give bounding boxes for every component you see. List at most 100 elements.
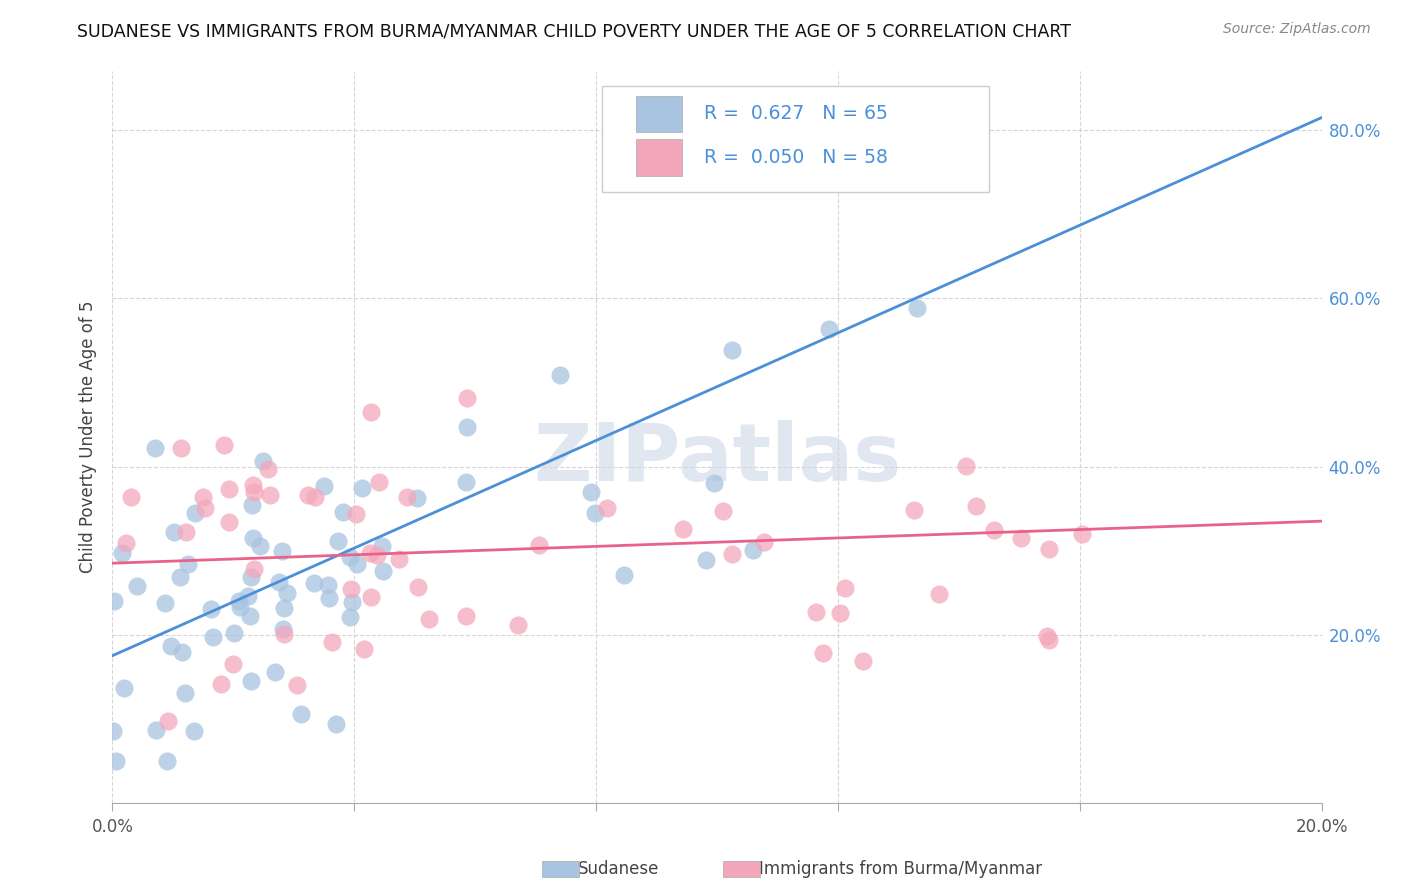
Point: [236, 589, 259, 603]
Point: [346, 557, 368, 571]
Point: [273, 627, 295, 641]
Point: [955, 459, 977, 474]
Point: [316, 578, 339, 592]
Point: [104, 754, 127, 768]
Point: [321, 635, 343, 649]
Point: [817, 322, 839, 336]
Point: [183, 723, 205, 738]
Point: [120, 491, 142, 505]
Y-axis label: Child Poverty Under the Age of 5: Child Poverty Under the Age of 5: [79, 301, 97, 574]
Point: [214, 438, 236, 452]
Point: [297, 487, 319, 501]
Point: [344, 507, 367, 521]
Text: Source: ZipAtlas.com: Source: ZipAtlas.com: [1223, 22, 1371, 37]
FancyBboxPatch shape: [723, 861, 761, 877]
Point: [456, 475, 478, 489]
Point: [366, 548, 388, 562]
Point: [339, 549, 361, 564]
Point: [153, 596, 176, 610]
Point: [332, 505, 354, 519]
Point: [249, 540, 271, 554]
Point: [350, 482, 373, 496]
Point: [194, 501, 217, 516]
Point: [239, 674, 262, 689]
Point: [252, 453, 274, 467]
Point: [983, 523, 1005, 537]
Point: [339, 609, 361, 624]
Point: [264, 665, 287, 679]
Point: [852, 655, 875, 669]
Text: Sudanese: Sudanese: [578, 860, 659, 878]
Point: [273, 601, 295, 615]
Point: [127, 578, 149, 592]
Point: [579, 485, 602, 500]
Point: [115, 536, 138, 550]
Point: [285, 677, 308, 691]
Point: [695, 552, 717, 566]
Point: [325, 716, 347, 731]
Point: [405, 491, 427, 506]
Point: [368, 475, 391, 489]
Point: [905, 301, 928, 315]
Point: [1038, 542, 1060, 557]
Point: [177, 557, 200, 571]
Point: [222, 625, 245, 640]
Point: [804, 605, 827, 619]
Point: [240, 570, 263, 584]
Point: [191, 490, 214, 504]
Point: [170, 645, 193, 659]
Point: [202, 630, 225, 644]
Point: [340, 594, 363, 608]
Point: [811, 646, 834, 660]
Point: [741, 542, 763, 557]
Point: [613, 567, 636, 582]
Point: [103, 593, 125, 607]
Point: [360, 590, 382, 604]
Point: [353, 641, 375, 656]
Point: [527, 538, 550, 552]
Point: [218, 515, 240, 529]
Point: [340, 582, 363, 597]
Point: [1038, 633, 1060, 648]
FancyBboxPatch shape: [602, 86, 988, 192]
FancyBboxPatch shape: [636, 95, 682, 132]
Point: [156, 754, 179, 768]
Point: [200, 602, 222, 616]
Point: [328, 534, 350, 549]
Point: [370, 539, 392, 553]
Point: [143, 442, 166, 456]
Point: [703, 476, 725, 491]
Text: SUDANESE VS IMMIGRANTS FROM BURMA/MYANMAR CHILD POVERTY UNDER THE AGE OF 5 CORRE: SUDANESE VS IMMIGRANTS FROM BURMA/MYANMA…: [77, 22, 1071, 40]
Point: [242, 478, 264, 492]
Point: [276, 586, 298, 600]
Point: [721, 547, 744, 561]
Point: [271, 622, 294, 636]
Point: [672, 522, 695, 536]
Point: [711, 504, 734, 518]
Point: [373, 564, 395, 578]
Point: [111, 546, 134, 560]
Point: [163, 525, 186, 540]
Point: [176, 524, 198, 539]
Point: [156, 714, 179, 728]
Point: [209, 677, 232, 691]
Point: [218, 483, 240, 497]
Point: [506, 617, 529, 632]
Point: [174, 686, 197, 700]
Point: [550, 368, 572, 382]
Point: [169, 569, 191, 583]
Point: [242, 532, 264, 546]
Point: [318, 591, 340, 606]
Text: ZIPatlas: ZIPatlas: [533, 420, 901, 498]
Point: [270, 543, 292, 558]
Point: [312, 479, 335, 493]
Point: [222, 657, 245, 671]
Point: [228, 594, 250, 608]
Text: R =  0.627   N = 65: R = 0.627 N = 65: [704, 104, 887, 123]
Point: [240, 498, 263, 512]
Point: [239, 608, 262, 623]
FancyBboxPatch shape: [636, 139, 682, 176]
Point: [834, 581, 856, 595]
Point: [184, 506, 207, 520]
Point: [160, 639, 183, 653]
